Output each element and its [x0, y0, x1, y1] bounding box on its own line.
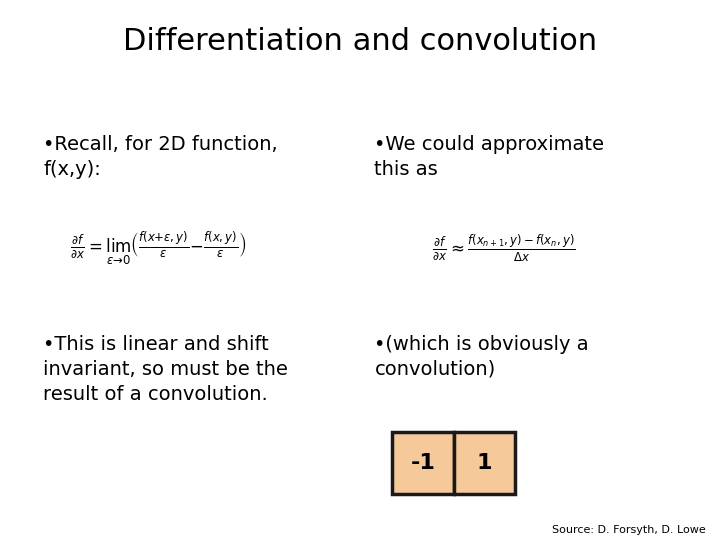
Text: -1: -1 [410, 453, 436, 473]
Text: Source: D. Forsyth, D. Lowe: Source: D. Forsyth, D. Lowe [552, 524, 706, 535]
Text: •Recall, for 2D function,
f(x,y):: •Recall, for 2D function, f(x,y): [43, 135, 278, 179]
Text: •We could approximate
this as: •We could approximate this as [374, 135, 604, 179]
Text: •This is linear and shift
invariant, so must be the
result of a convolution.: •This is linear and shift invariant, so … [43, 335, 288, 404]
Text: $\frac{\partial f}{\partial x} = \lim_{\varepsilon \to 0}\left(\frac{f(x+\vareps: $\frac{\partial f}{\partial x} = \lim_{\… [70, 230, 247, 267]
Text: •(which is obviously a
convolution): •(which is obviously a convolution) [374, 335, 589, 379]
Text: 1: 1 [477, 453, 492, 473]
Text: Differentiation and convolution: Differentiation and convolution [123, 27, 597, 56]
FancyBboxPatch shape [454, 432, 515, 494]
FancyBboxPatch shape [392, 432, 454, 494]
Text: $\frac{\partial f}{\partial x} \approx \frac{f(x_{n+1},y)-f(x_n,y)}{\Delta x}$: $\frac{\partial f}{\partial x} \approx \… [432, 233, 576, 264]
